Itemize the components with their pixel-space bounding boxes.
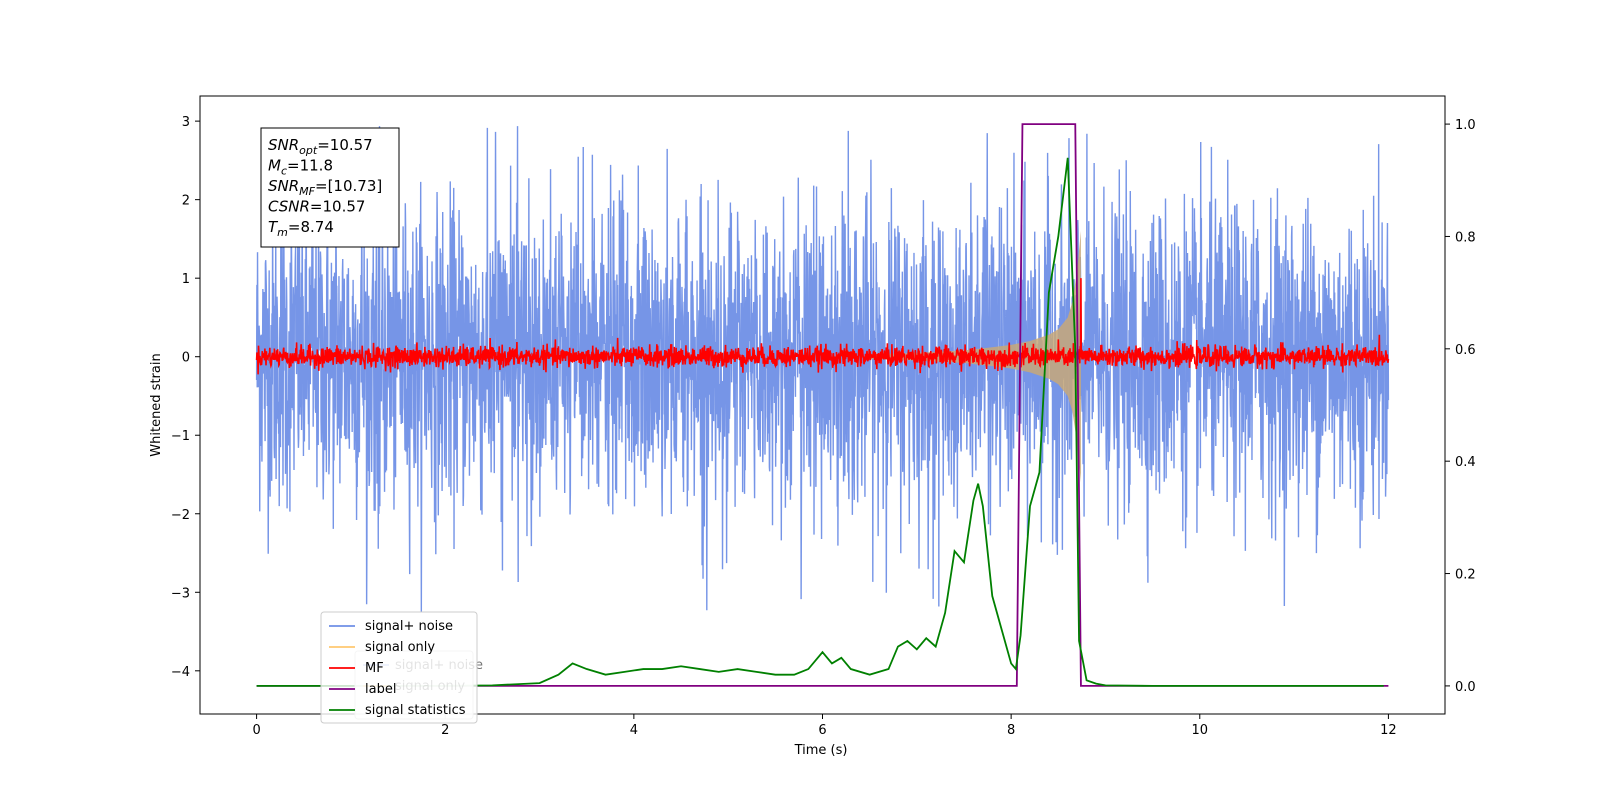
legend-primary-label: MF (365, 661, 384, 676)
annotation-line: SNRMF=[10.73] (268, 177, 382, 198)
series-signal-statistics-line (256, 157, 1384, 687)
annotation-frame (260, 127, 400, 248)
x-axis: 0 2 4 6 8 10 12 (252, 714, 1397, 738)
annotation-symbol: M (268, 157, 281, 175)
x-tick-label: 2 (441, 723, 449, 738)
annotation-value: =11.8 (287, 157, 333, 175)
y-axis-left: 3 2 1 0 −1 −2 −3 −4 (171, 115, 200, 680)
annotation-value: =[10.73] (315, 177, 382, 195)
annotation-value: =10.57 (317, 136, 373, 154)
x-axis-label: Time (s) (794, 743, 848, 758)
annotation-symbol: SNR (268, 136, 299, 154)
y-tick-label: −1 (171, 429, 190, 444)
y2-tick-label: 0.6 (1455, 343, 1476, 358)
annotation-symbol: T (268, 218, 279, 236)
y-tick-label: 3 (182, 115, 190, 130)
y2-tick-label: 0.4 (1455, 455, 1476, 470)
legend-primary-label: signal only (365, 640, 435, 655)
y-axis-label: Whitened strain (149, 353, 164, 456)
annotation-line: CSNR=10.57 (268, 198, 365, 216)
legend-primary-frame (320, 611, 478, 724)
series-mf-line (255, 278, 1390, 375)
plot-area (255, 123, 1390, 687)
y2-tick-label: 1.0 (1455, 118, 1476, 133)
annotation-subscript: MF (299, 185, 315, 198)
x-tick-label: 6 (818, 723, 826, 738)
legend-secondary-label: signal statistics (365, 703, 466, 718)
x-tick-label: 4 (630, 723, 638, 738)
annotation-symbol: CSNR (268, 198, 310, 216)
annotation-subscript: m (277, 226, 288, 239)
x-tick-label: 8 (1007, 723, 1015, 738)
annotation-line: SNRopt=10.57 (268, 136, 373, 157)
y-tick-label: 1 (182, 272, 190, 287)
annotation-box: SNRopt=10.57Mc=11.8SNRMF=[10.73]CSNR=10.… (260, 127, 400, 248)
y-tick-label: 0 (182, 351, 190, 366)
legend-secondary-label: label (365, 682, 396, 697)
annotation-value: =8.74 (288, 218, 334, 236)
y-axis-right: 1.0 0.8 0.6 0.4 0.2 0.0 (1445, 118, 1476, 695)
x-tick-label: 10 (1191, 723, 1208, 738)
y-tick-label: −3 (171, 586, 190, 601)
y-tick-label: −4 (171, 665, 190, 680)
annotation-line: Mc=11.8 (268, 157, 333, 178)
y2-tick-label: 0.8 (1455, 230, 1476, 245)
y-tick-label: −2 (171, 508, 190, 523)
annotation-symbol: SNR (268, 177, 299, 195)
x-tick-label: 0 (252, 723, 260, 738)
annotation-value: =10.57 (310, 198, 366, 216)
annotation-subscript: c (281, 165, 287, 178)
y2-tick-label: 0.2 (1455, 568, 1476, 583)
x-tick-label: 12 (1380, 723, 1397, 738)
y2-tick-label: 0.0 (1455, 680, 1476, 695)
annotation-line: Tm=8.74 (268, 218, 334, 239)
y-tick-label: 2 (182, 194, 190, 209)
legend-primary-label: signal+ noise (365, 619, 453, 634)
annotation-subscript: opt (299, 144, 318, 157)
